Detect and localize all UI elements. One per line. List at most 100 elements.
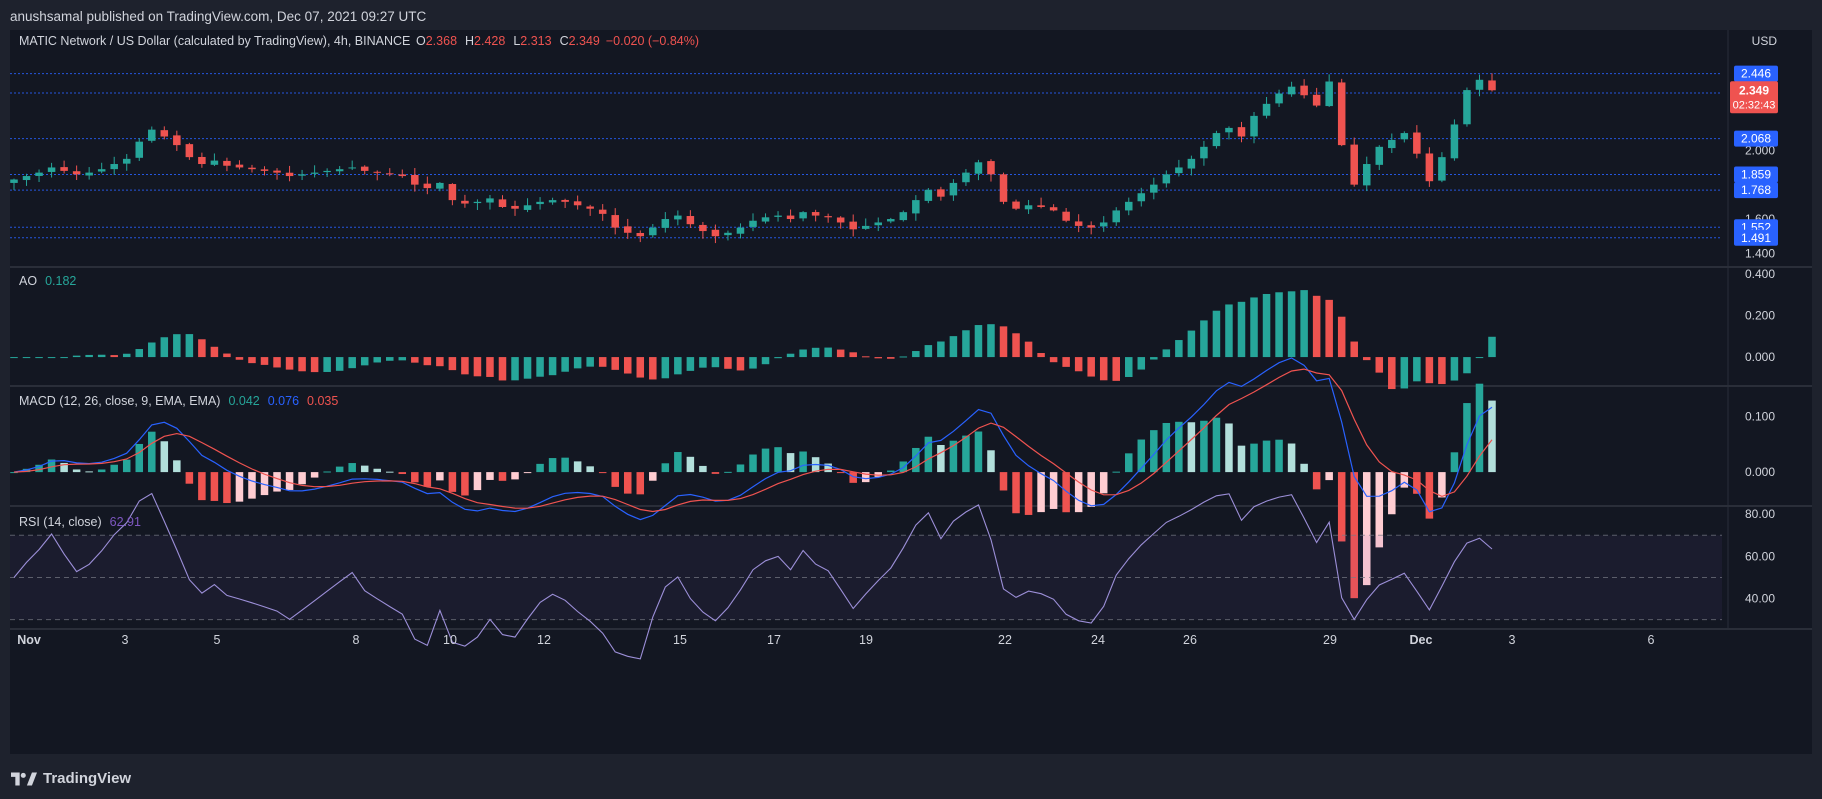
time-axis-label: 10 — [443, 633, 457, 647]
candle-body — [135, 141, 144, 158]
ao-bar — [1475, 357, 1484, 359]
macd-histogram-bar — [423, 472, 432, 487]
ao-bar — [1037, 353, 1045, 358]
footer-brand: TradingView — [43, 770, 132, 787]
candle-body — [411, 174, 419, 185]
candle-body — [1099, 222, 1108, 227]
macd-histogram-bar — [1312, 472, 1321, 490]
candle-body — [586, 206, 594, 209]
macd-histogram-bar — [1413, 472, 1421, 494]
ao-bar — [436, 357, 444, 367]
candle-body — [22, 176, 31, 181]
macd-histogram-bar — [448, 472, 457, 492]
candle-body — [1400, 133, 1409, 140]
ao-bar — [1125, 357, 1133, 377]
ao-bar — [811, 347, 820, 358]
candle-body — [1062, 211, 1070, 221]
candle-body — [1012, 201, 1020, 209]
candle-body — [611, 215, 619, 228]
candle-body — [736, 227, 745, 234]
time-axis-label: 26 — [1183, 633, 1197, 647]
ao-bar — [310, 357, 319, 373]
macd-histogram-bar — [1287, 443, 1296, 473]
ao-bar — [724, 357, 732, 369]
macd-histogram-bar — [1099, 472, 1108, 494]
candle-body — [598, 209, 607, 214]
candle-body — [436, 182, 444, 189]
ao-bar — [586, 357, 594, 367]
candle-body — [774, 215, 782, 217]
macd-signal-line — [13, 368, 1493, 513]
candle-body — [1037, 205, 1045, 207]
macd-histogram-bar — [411, 472, 419, 483]
ao-bar — [1187, 330, 1196, 358]
ao-bar — [1237, 301, 1246, 358]
candle-body — [1250, 115, 1258, 137]
ao-bar — [1488, 336, 1496, 358]
candle-body — [1112, 210, 1120, 223]
candle-body — [937, 189, 945, 197]
candle-body — [235, 164, 244, 168]
candle-body — [1074, 221, 1083, 226]
candle-body — [974, 162, 983, 174]
candle-body — [210, 160, 219, 165]
candle-body — [724, 232, 732, 236]
macd-histogram-bar — [1475, 383, 1484, 473]
ao-bar — [1275, 292, 1283, 358]
ao-bar — [511, 357, 519, 381]
macd-axis-tick: 0.000 — [1745, 465, 1775, 479]
chart-svg[interactable]: 1.4001.6002.0002.4462.3332.0681.8591.768… — [10, 30, 1812, 754]
macd-histogram-bar — [47, 459, 56, 473]
macd-histogram-bar — [223, 472, 231, 504]
ao-bar — [899, 356, 908, 358]
macd-histogram-bar — [1162, 422, 1171, 473]
macd-line — [13, 357, 1493, 521]
ao-bar — [1350, 341, 1358, 358]
ao-bar — [523, 357, 532, 379]
ao-bar — [1150, 357, 1158, 360]
candle-body — [1187, 158, 1196, 169]
ao-bar — [1463, 357, 1471, 374]
candle-body — [1413, 132, 1421, 154]
macd-histogram-bar — [824, 463, 832, 473]
ao-bar — [974, 325, 983, 358]
ao-bar — [1012, 333, 1020, 358]
macd-histogram-bar — [1450, 452, 1459, 473]
macd-histogram-bar — [1125, 453, 1133, 473]
ao-bar — [160, 337, 169, 358]
ao-bar — [1250, 297, 1258, 358]
ao-bar — [836, 349, 845, 358]
candle-body — [887, 219, 895, 222]
candle-body — [674, 215, 682, 220]
ao-bar — [912, 351, 920, 358]
candle-body — [360, 166, 369, 171]
ao-bar — [135, 349, 144, 358]
ao-bar — [686, 357, 695, 371]
macd-histogram-bar — [649, 472, 657, 481]
macd-histogram-bar — [962, 435, 970, 473]
tradingview-logo[interactable]: TradingView — [11, 770, 131, 787]
candle-body — [1438, 157, 1446, 181]
macd-histogram-bar — [436, 472, 444, 481]
macd-histogram-bar — [523, 472, 532, 474]
candle-body — [310, 172, 319, 174]
macd-histogram-bar — [611, 472, 619, 487]
macd-histogram-bar — [373, 468, 381, 473]
ao-bar — [411, 357, 419, 363]
ao-bar — [548, 357, 557, 376]
ao-bar — [799, 349, 807, 358]
candle-body — [273, 170, 281, 173]
candle-body — [398, 174, 407, 177]
time-axis-label: 3 — [1509, 633, 1516, 647]
candle-body — [198, 156, 206, 165]
macd-histogram-bar — [636, 472, 645, 495]
macd-histogram-bar — [1438, 472, 1446, 498]
ao-bar — [1074, 357, 1083, 372]
candle-body — [573, 201, 582, 206]
candle-body — [962, 172, 970, 183]
candle-body — [1312, 94, 1321, 106]
ao-bar — [1425, 357, 1434, 384]
macd-histogram-bar — [473, 472, 482, 491]
macd-histogram-bar — [110, 464, 118, 473]
chart-area[interactable]: 1.4001.6002.0002.4462.3332.0681.8591.768… — [10, 30, 1812, 754]
